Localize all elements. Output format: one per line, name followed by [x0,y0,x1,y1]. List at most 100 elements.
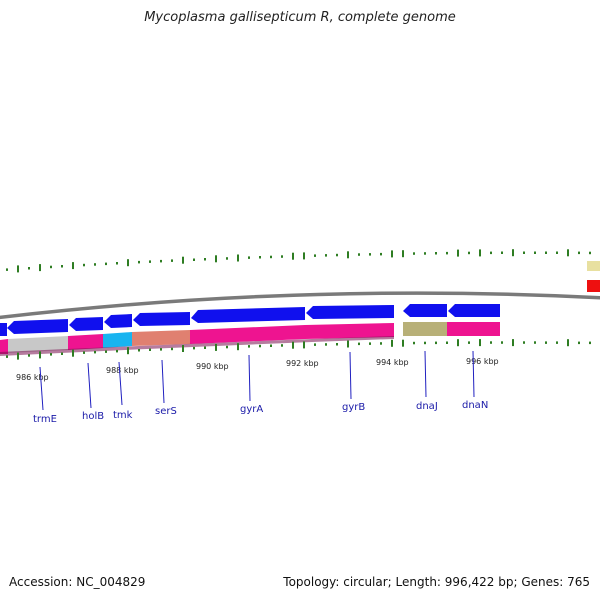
gc-tick [292,341,294,349]
gene-segment-dnaN[interactable] [447,322,500,336]
gc-tick [39,351,41,359]
gene-segment-trmE[interactable] [8,336,68,353]
gene-segment-leftedge[interactable] [0,339,8,354]
gc-tick [61,265,63,268]
gc-tick [105,262,107,266]
gc-tick [380,252,382,256]
gc-tick [83,263,85,267]
gc-tick [413,252,415,255]
gene-segment-serS[interactable] [132,330,190,346]
gc-tick [325,254,327,257]
gc-tick [17,352,19,360]
edge-feature-khaki [587,261,600,271]
gc-tick [336,343,338,346]
gc-tick [512,339,514,347]
gene-label-trmE[interactable]: trmE [33,414,57,425]
gene-segment-gyrB[interactable] [305,323,394,339]
gene-segment-tmk[interactable] [103,332,132,348]
gene-segment-dnaJ[interactable] [403,322,447,336]
gc-tick [6,268,8,271]
scale-label-994: 994 kbp [376,358,409,367]
gene-label-gyrA[interactable]: gyrA [240,404,263,415]
cds-arrow[interactable] [448,304,500,317]
gc-tick [380,342,382,345]
gc-tick [534,251,536,254]
edge-feature-red [587,280,600,292]
gc-tick [347,340,349,348]
gc-tick [171,259,173,262]
gc-tick [50,353,52,356]
gc-tick [413,341,415,345]
gc-tick [138,349,140,352]
cds-arrow[interactable] [306,305,394,319]
scale-label-988: 988 kbp [106,366,139,375]
cds-arrow[interactable] [7,319,68,334]
cds-arrow[interactable] [0,323,7,336]
gc-tick [61,352,63,355]
gc-tick [567,339,569,347]
scale-label-996: 996 kbp [466,357,499,366]
gc-tick [226,345,228,349]
cds-arrow[interactable] [191,307,305,323]
gc-tick [182,256,184,264]
gc-tick [391,339,393,347]
gc-tick [501,251,503,254]
leader-gyrB [349,351,352,400]
gene-label-holB[interactable]: holB [82,411,104,422]
gene-label-serS[interactable]: serS [155,406,177,417]
gc-tick [468,341,470,344]
gc-tick [589,251,591,255]
gc-tick [556,251,558,254]
gc-tick [116,262,118,265]
gc-tick [160,259,162,263]
gc-tick [248,256,250,259]
gc-tick [94,263,96,266]
gc-tick [490,251,492,255]
gene-segment-holB[interactable] [68,334,103,350]
gc-tick [314,254,316,257]
gc-tick [248,345,250,348]
gc-tick [116,349,118,353]
cds-arrow[interactable] [133,312,190,326]
gc-tick [391,250,393,258]
gc-tick [94,350,96,354]
gc-tick [358,253,360,256]
gc-tick [50,265,52,269]
leader-serS [161,359,165,404]
cds-arrow[interactable] [104,314,132,328]
gc-tick [446,341,448,344]
leader-holB [87,362,92,409]
gene-label-dnaJ[interactable]: dnaJ [416,401,438,412]
gc-tick [182,345,184,352]
gc-tick [237,343,239,351]
gc-track-outer [6,249,591,273]
gc-tick [259,256,261,259]
map-title: Mycoplasma gallisepticum R, complete gen… [144,10,456,25]
gc-tick [193,346,195,350]
cds-arrow[interactable] [69,317,103,331]
gene-band [0,322,500,356]
gc-tick [325,343,327,346]
gc-tick [160,348,162,351]
gc-tick [402,339,404,347]
gene-label-tmk[interactable]: tmk [113,410,133,421]
gene-segment-gyrA[interactable] [190,325,305,344]
gc-tick [204,346,206,349]
gc-tick [281,255,283,258]
scale-label-990: 990 kbp [196,362,229,371]
gene-band-shadow [0,336,394,356]
gc-tick [138,260,140,264]
leader-gyrA [248,354,251,402]
gc-tick [237,254,239,262]
gc-tick [545,341,547,344]
gc-tick [303,341,305,349]
gc-tick [6,355,8,358]
gc-tick [479,249,481,257]
gene-label-dnaN[interactable]: dnaN [462,400,488,411]
gc-tick [457,339,459,347]
gc-tick [457,249,459,257]
gc-tick [292,252,294,260]
gene-label-gyrB[interactable]: gyrB [342,402,365,413]
gc-tick [402,250,404,258]
cds-arrow[interactable] [403,304,447,317]
